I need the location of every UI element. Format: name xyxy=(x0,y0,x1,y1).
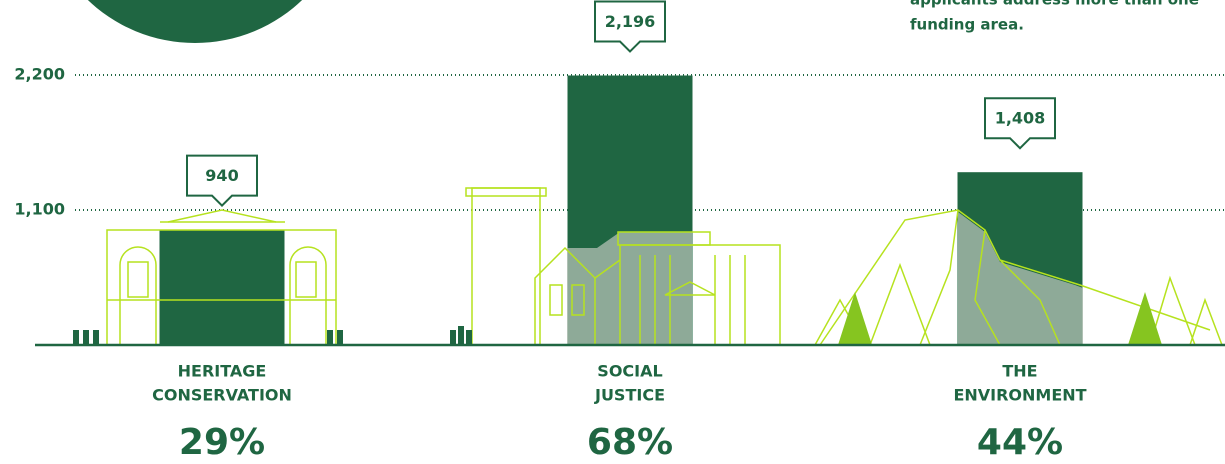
callout xyxy=(984,97,1056,150)
percent-label: 29% xyxy=(179,422,265,463)
value-label: 1,408 xyxy=(995,109,1046,128)
overlay xyxy=(567,232,692,345)
percent-label: 68% xyxy=(587,422,673,463)
value-label: 2,196 xyxy=(605,12,656,31)
y-tick-label: 2,200 xyxy=(14,65,65,84)
percent-label: 44% xyxy=(977,422,1063,463)
category-label: HERITAGE xyxy=(178,362,267,381)
category-label: CONSERVATION xyxy=(152,386,292,405)
bar xyxy=(159,229,285,345)
callout xyxy=(186,154,258,208)
callout xyxy=(594,0,666,53)
category-label: SOCIAL xyxy=(597,362,662,381)
y-tick-label: 1,100 xyxy=(14,200,65,219)
value-label: 940 xyxy=(205,166,238,185)
decor-circle xyxy=(87,0,303,43)
annotation: funding area. xyxy=(910,16,1024,34)
category-label: ENVIRONMENT xyxy=(953,386,1086,405)
category-label: JUSTICE xyxy=(594,386,665,405)
category-label: THE xyxy=(1002,362,1037,381)
annotation: applicants address more than one xyxy=(910,0,1199,9)
overlay xyxy=(958,212,1083,345)
